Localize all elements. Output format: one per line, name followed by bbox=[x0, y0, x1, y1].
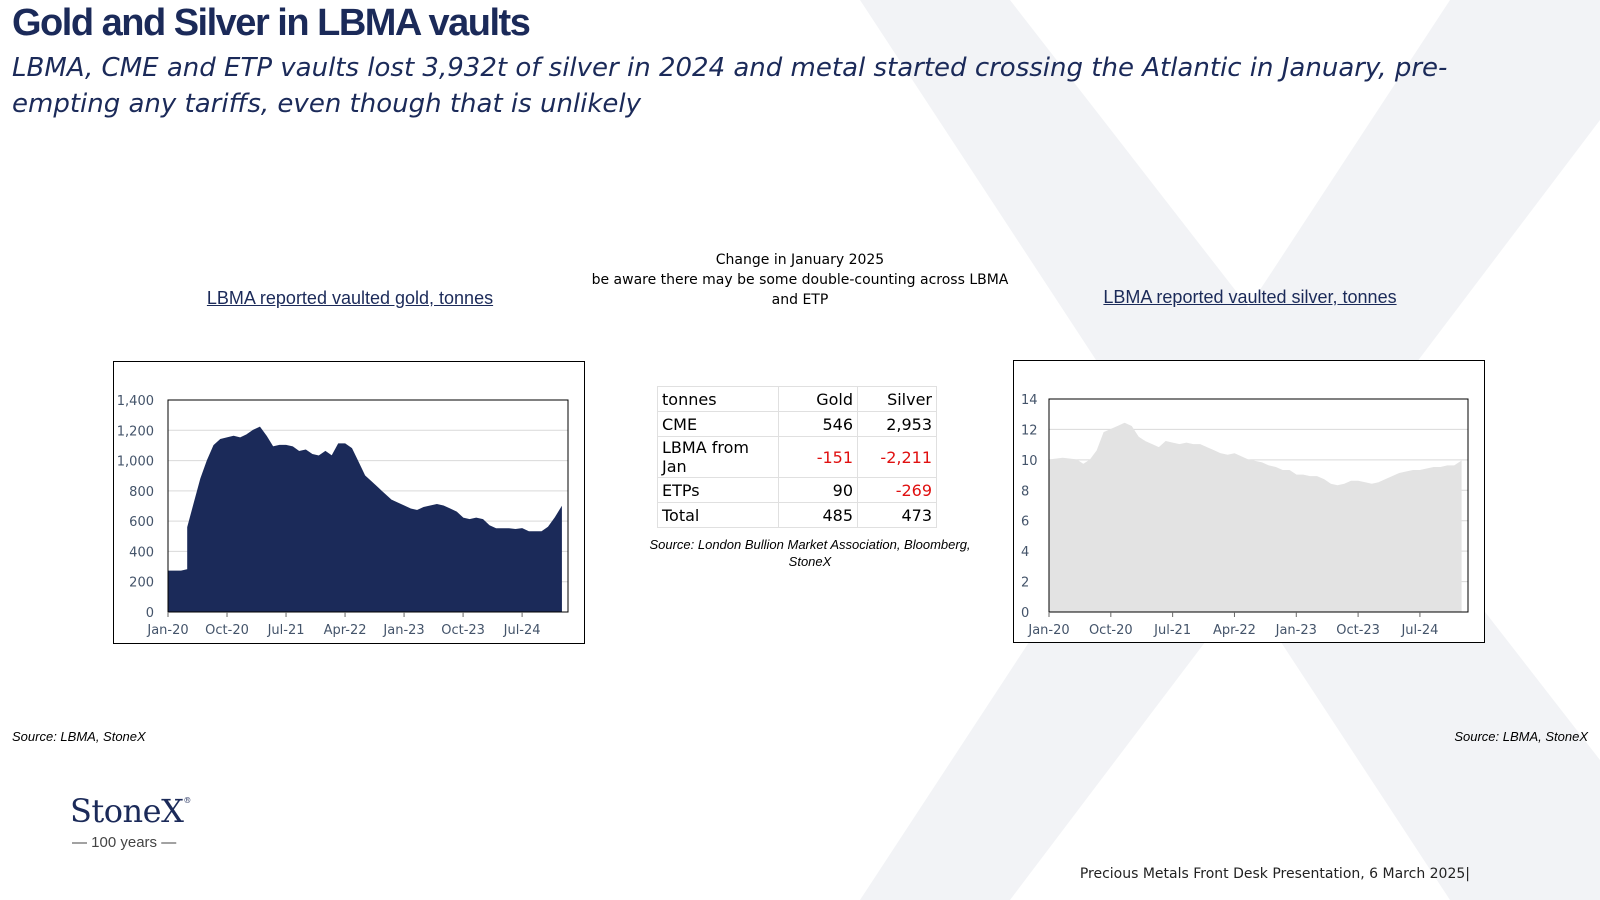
y-tick-label: 14 bbox=[1021, 393, 1038, 408]
x-tick-label: Oct-20 bbox=[205, 623, 249, 638]
silver-source: Source: LBMA, StoneX bbox=[1454, 729, 1588, 744]
silver-chart-svg: 0 2 4 6 8 10 12 14 Jan-20 Oct-20 Jul-21 Apr-22 Jan-2… bbox=[1021, 393, 1469, 638]
area-series bbox=[167, 426, 562, 613]
stonex-logo: StoneX® bbox=[70, 792, 191, 830]
y-tick-label: 1,400 bbox=[117, 394, 154, 409]
footer-text: Precious Metals Front Desk Presentation,… bbox=[1079, 866, 1470, 882]
gold-source: Source: LBMA, StoneX bbox=[12, 729, 146, 744]
x-tick-label: Jul-21 bbox=[1153, 623, 1191, 638]
silver-chart-title: LBMA reported vaulted silver, tonnes bbox=[1103, 287, 1397, 307]
plot-frame bbox=[167, 399, 569, 613]
x-tick-label: Apr-22 bbox=[324, 623, 367, 638]
table-note-line1: Change in January 2025 bbox=[715, 252, 885, 268]
y-tick-label: 1,000 bbox=[117, 455, 154, 470]
table-cell: ETPs bbox=[657, 477, 779, 503]
table-header-row: tonnes Gold Silver bbox=[657, 386, 937, 412]
x-tick-label: Jan-23 bbox=[1275, 623, 1317, 638]
x-tick-label: Apr-22 bbox=[1213, 623, 1256, 638]
y-tick-label: 400 bbox=[129, 545, 154, 560]
change-table: tonnes Gold Silver CME 546 2,953 LBMA fr… bbox=[657, 386, 937, 528]
x-tick-label: Jan-20 bbox=[146, 623, 188, 638]
table-note-line2: be aware there may be some double-counti… bbox=[591, 272, 1009, 308]
table-header-cell: Gold bbox=[778, 386, 858, 412]
x-tick-label: Oct-23 bbox=[441, 623, 485, 638]
gold-chart-svg: 0 200 400 600 800 1,000 1,200 1,400 Jan-20 Oct-20… bbox=[117, 394, 569, 638]
table-cell: 546 bbox=[778, 411, 858, 437]
x-tick-label: Jul-24 bbox=[1400, 623, 1438, 638]
table-cell: -2,211 bbox=[857, 436, 937, 478]
table-header-cell: Silver bbox=[857, 386, 937, 412]
y-tick-label: 0 bbox=[146, 606, 154, 621]
table-source: Source: London Bullion Market Associatio… bbox=[649, 537, 971, 569]
x-tick-label: Oct-23 bbox=[1336, 623, 1380, 638]
table-row: LBMA from Jan -151 -2,211 bbox=[657, 436, 937, 478]
y-tick-label: 6 bbox=[1021, 515, 1029, 530]
table-cell: LBMA from Jan bbox=[657, 436, 779, 478]
y-tick-label: 10 bbox=[1021, 454, 1038, 469]
x-tick-label: Oct-20 bbox=[1089, 623, 1133, 638]
table-cell: 90 bbox=[778, 477, 858, 503]
plot-frame bbox=[1048, 398, 1469, 613]
logo-text: StoneX bbox=[70, 792, 184, 830]
x-tick-label: Jul-24 bbox=[503, 623, 541, 638]
y-tick-label: 12 bbox=[1021, 423, 1038, 438]
table-cell: -151 bbox=[778, 436, 858, 478]
y-tick-label: 800 bbox=[129, 485, 154, 500]
table-header-cell: tonnes bbox=[657, 386, 779, 412]
y-tick-label: 200 bbox=[129, 576, 154, 591]
table-cell: CME bbox=[657, 411, 779, 437]
x-tick-label: Jan-23 bbox=[382, 623, 424, 638]
y-tick-label: 0 bbox=[1021, 606, 1029, 621]
silver-chart: 0 2 4 6 8 10 12 14 Jan-20 Oct-20 Jul-21 Apr-22 Jan-2… bbox=[1013, 360, 1485, 643]
table-cell: 485 bbox=[778, 502, 858, 528]
slide-title: Gold and Silver in LBMA vaults bbox=[12, 2, 531, 44]
logo-tagline: — 100 years — bbox=[72, 834, 177, 851]
y-tick-label: 8 bbox=[1021, 484, 1029, 499]
y-tick-label: 4 bbox=[1021, 545, 1029, 560]
table-row: Total 485 473 bbox=[657, 502, 937, 528]
table-cell: 473 bbox=[857, 502, 937, 528]
table-row: ETPs 90 -269 bbox=[657, 477, 937, 503]
x-tick-label: Jan-20 bbox=[1027, 623, 1069, 638]
gold-chart: 0 200 400 600 800 1,000 1,200 1,400 Jan-20 Oct-20… bbox=[113, 361, 585, 644]
area-series bbox=[1048, 422, 1462, 613]
y-tick-label: 600 bbox=[129, 515, 154, 530]
table-cell: -269 bbox=[857, 477, 937, 503]
x-tick-label: Jul-21 bbox=[267, 623, 305, 638]
table-row: CME 546 2,953 bbox=[657, 411, 937, 437]
slide-subtitle: LBMA, CME and ETP vaults lost 3,932t of … bbox=[12, 53, 1448, 119]
y-tick-label: 1,200 bbox=[117, 424, 154, 439]
table-cell: 2,953 bbox=[857, 411, 937, 437]
table-cell: Total bbox=[657, 502, 779, 528]
gold-chart-title: LBMA reported vaulted gold, tonnes bbox=[206, 288, 494, 308]
table-note: Change in January 2025 be aware there ma… bbox=[590, 250, 1010, 310]
y-tick-label: 2 bbox=[1021, 576, 1029, 591]
